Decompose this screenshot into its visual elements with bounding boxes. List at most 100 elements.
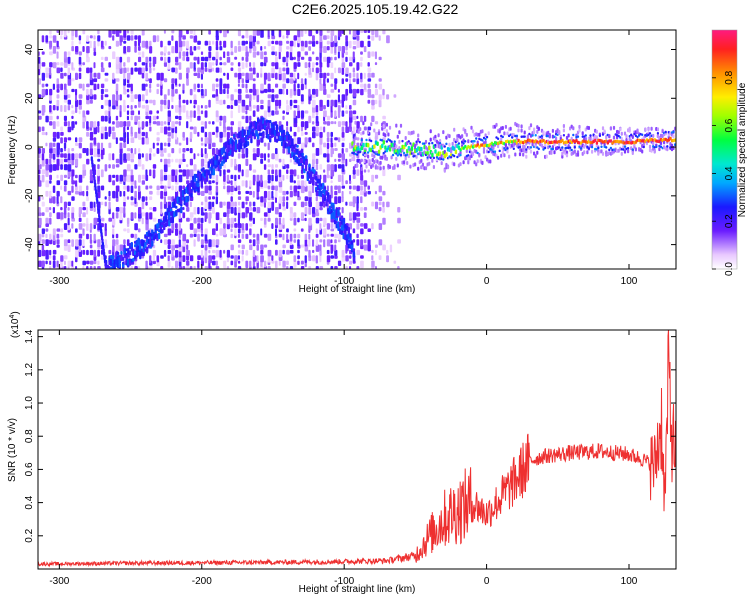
heatmap-cell: [67, 260, 72, 267]
heatmap-cell: [126, 115, 129, 121]
heatmap-cell: [260, 249, 264, 255]
heatmap-cell: [49, 249, 52, 256]
snr-frame: [37, 329, 677, 570]
heatmap-cell: [104, 56, 108, 61]
heatmap-cell: [193, 217, 197, 224]
heatmap-cell: [226, 30, 229, 34]
heatmap-cell: [371, 99, 375, 106]
heatmap-cell: [245, 249, 249, 256]
heatmap-cell: [67, 212, 70, 218]
heatmap-cell: [78, 174, 83, 183]
heatmap-cell: [215, 212, 220, 221]
heatmap-cell: [41, 153, 45, 161]
heatmap-cell: [130, 242, 133, 247]
spectrogram-cells: [38, 30, 676, 269]
heatmap-cell: [56, 142, 60, 150]
heatmap-cell: [200, 142, 204, 146]
heatmap-cell: [315, 196, 318, 202]
heatmap-cell: [442, 158, 445, 161]
heatmap-cell: [498, 129, 501, 134]
heatmap-cell: [78, 40, 81, 45]
heatmap-cell: [223, 51, 226, 59]
heatmap-cell: [134, 94, 138, 99]
heatmap-cell: [371, 153, 374, 158]
heatmap-cell: [115, 30, 120, 37]
heatmap-cell: [245, 260, 249, 269]
heatmap-cell: [41, 239, 45, 244]
heatmap-cell: [56, 115, 59, 120]
heatmap-cell: [337, 223, 340, 230]
heatmap-cell: [304, 185, 308, 192]
heatmap-cell: [186, 169, 190, 177]
heatmap-cell: [448, 142, 451, 147]
heatmap-cell: [395, 156, 398, 161]
heatmap-cell: [256, 105, 260, 112]
heatmap-cell: [126, 223, 130, 227]
heatmap-cell: [163, 94, 167, 100]
heatmap-cell: [208, 62, 212, 69]
heatmap-cell: [446, 165, 450, 170]
heatmap-cell: [467, 139, 470, 144]
heatmap-cell: [138, 148, 141, 153]
heatmap-cell: [100, 88, 104, 95]
heatmap-cell: [312, 255, 316, 262]
heatmap-cell: [395, 123, 398, 128]
heatmap-cell: [193, 105, 196, 109]
heatmap-cell: [352, 30, 357, 38]
heatmap-cell: [100, 142, 104, 150]
heatmap-cell: [249, 94, 252, 102]
heatmap-cell: [97, 164, 100, 170]
heatmap-cell: [163, 142, 167, 147]
heatmap-cell: [200, 62, 204, 70]
heatmap-cell: [374, 88, 378, 96]
heatmap-cell: [119, 142, 123, 149]
y-tick-label: 0.6: [24, 462, 35, 476]
heatmap-cell: [330, 244, 334, 252]
heatmap-cell: [275, 249, 278, 256]
heatmap-cell: [78, 110, 81, 115]
heatmap-cell: [341, 67, 345, 75]
heatmap-cell: [123, 131, 127, 139]
heatmap-cell: [289, 46, 293, 53]
heatmap-cell: [223, 201, 226, 206]
heatmap-cell: [78, 185, 82, 192]
heatmap-cell: [584, 137, 587, 141]
heatmap-cell: [360, 51, 363, 55]
heatmap-cell: [356, 196, 359, 204]
heatmap-cell: [171, 121, 175, 129]
heatmap-cell: [86, 88, 89, 96]
heatmap-cell: [267, 249, 272, 257]
heatmap-cell: [82, 164, 86, 171]
heatmap-cell: [315, 239, 319, 246]
heatmap-cell: [271, 88, 275, 93]
heatmap-cell: [193, 239, 196, 247]
heatmap-cell: [297, 260, 300, 265]
heatmap-cell: [249, 201, 252, 207]
heatmap-cell: [471, 140, 475, 143]
heatmap-cell: [108, 174, 112, 183]
heatmap-cell: [186, 239, 189, 244]
heatmap-cell: [215, 266, 220, 269]
heatmap-cell: [319, 164, 323, 170]
heatmap-cell: [312, 35, 315, 42]
heatmap-cell: [145, 239, 149, 244]
heatmap-cell: [156, 110, 159, 114]
heatmap-cell: [104, 126, 107, 132]
heatmap-cell: [141, 201, 145, 210]
heatmap-cell: [130, 185, 134, 193]
heatmap-cell: [167, 180, 171, 187]
heatmap-cell: [122, 257, 125, 261]
heatmap-cell: [267, 207, 271, 213]
heatmap-cell: [237, 174, 241, 180]
heatmap-cell: [208, 142, 212, 150]
heatmap-cell: [52, 207, 55, 214]
heatmap-cell: [267, 169, 270, 175]
heatmap-cell: [89, 40, 92, 49]
heatmap-cell: [160, 255, 164, 259]
heatmap-cell: [226, 185, 231, 193]
heatmap-cell: [627, 149, 630, 154]
heatmap-cell: [45, 35, 49, 43]
heatmap-cell: [360, 255, 364, 259]
heatmap-cell: [252, 174, 256, 182]
heatmap-cell: [349, 40, 352, 49]
